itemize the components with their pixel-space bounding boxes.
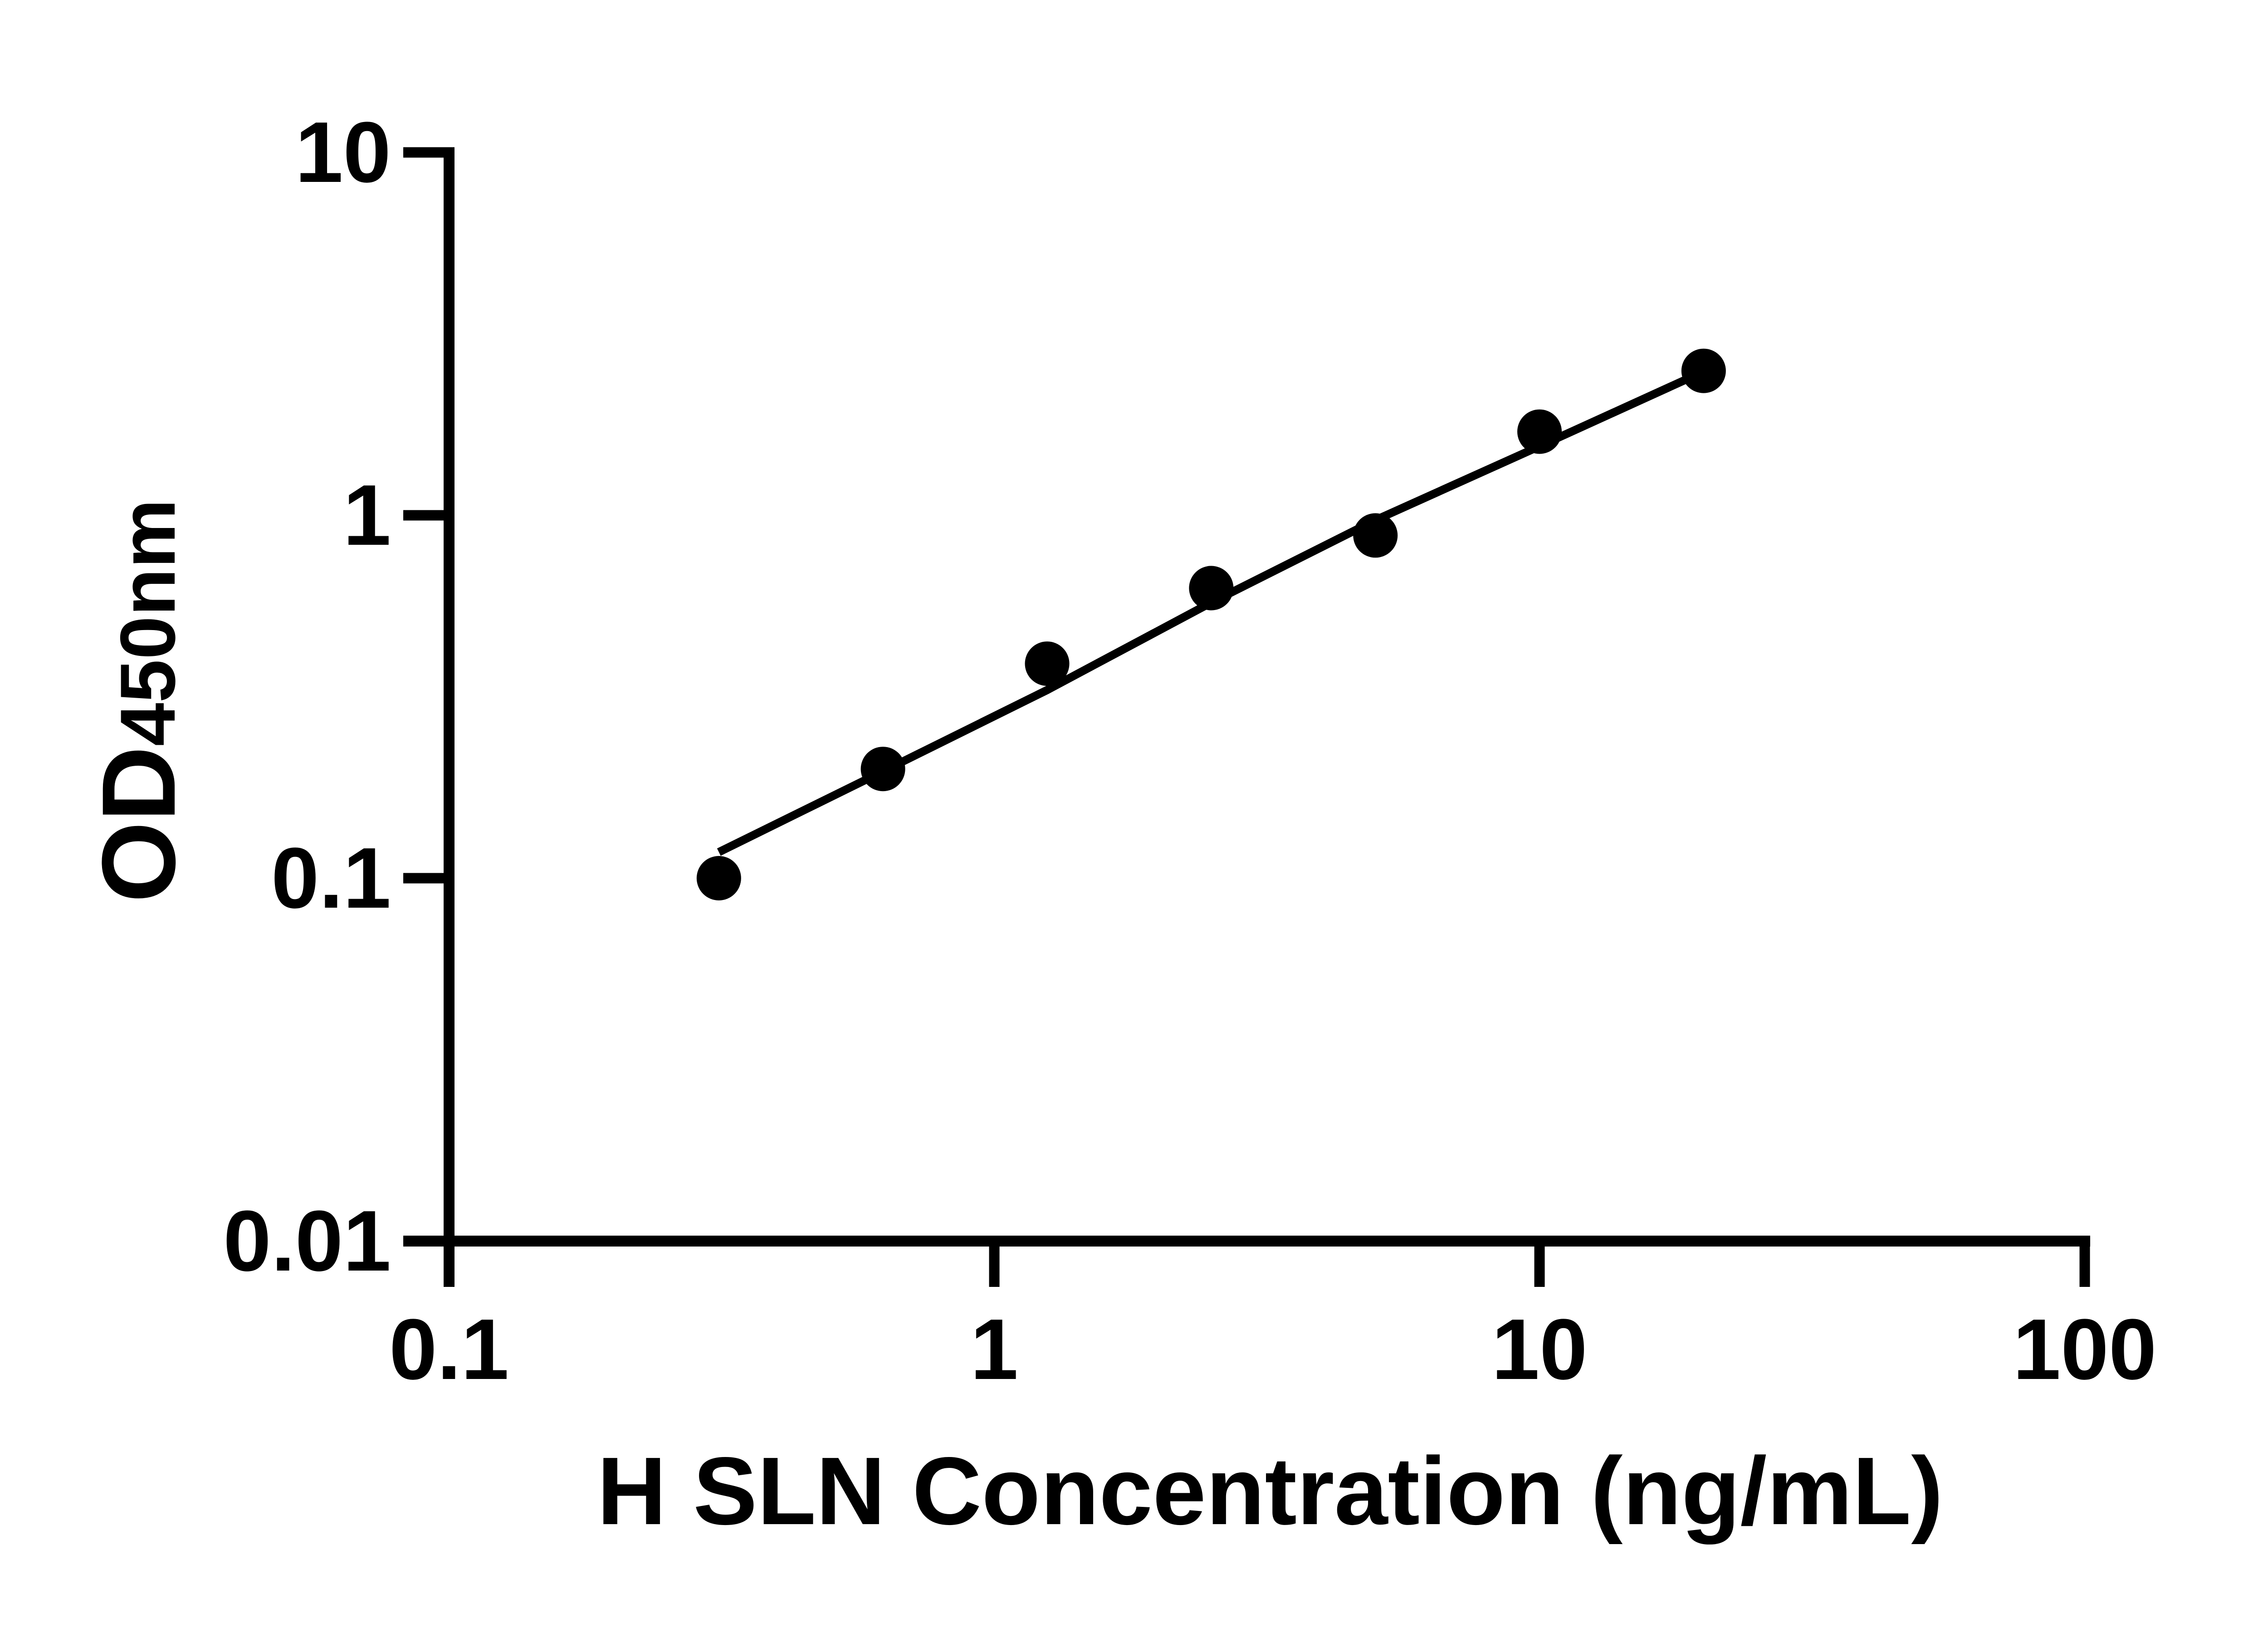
data-point [860,747,905,792]
plot-axes [403,147,2090,1287]
data-point [696,856,741,900]
y-tick-label-0.01: 0.01 [223,1193,391,1289]
data-point [1681,348,1726,393]
y-axis-ticks [403,147,449,1247]
y-axis-tick-labels: 10 1 0.1 0.01 [223,104,391,1289]
x-tick-label-0.1: 0.1 [389,1301,509,1398]
x-axis-ticks [444,1241,2090,1287]
data-point [1025,641,1070,686]
x-tick-label-10: 10 [1491,1301,1587,1398]
y-tick-label-1: 1 [343,467,391,563]
y-axis-title: OD450nm [80,499,197,903]
y-tick-label-0.1: 0.1 [271,830,391,926]
y-axis-title-subscript: 450nm [104,499,191,746]
x-tick-label-1: 1 [970,1301,1018,1398]
data-point [1517,409,1562,454]
data-point [1189,566,1234,611]
y-tick-label-10: 10 [295,104,391,200]
x-axis-title: H SLN Concentration (ng/mL) [597,1437,1943,1545]
y-axis-title-main: OD [80,746,197,903]
x-tick-label-100: 100 [2013,1301,2156,1398]
x-axis-tick-labels: 0.1 1 10 100 [389,1301,2157,1398]
data-point [1353,513,1398,558]
data-points [696,348,1726,900]
